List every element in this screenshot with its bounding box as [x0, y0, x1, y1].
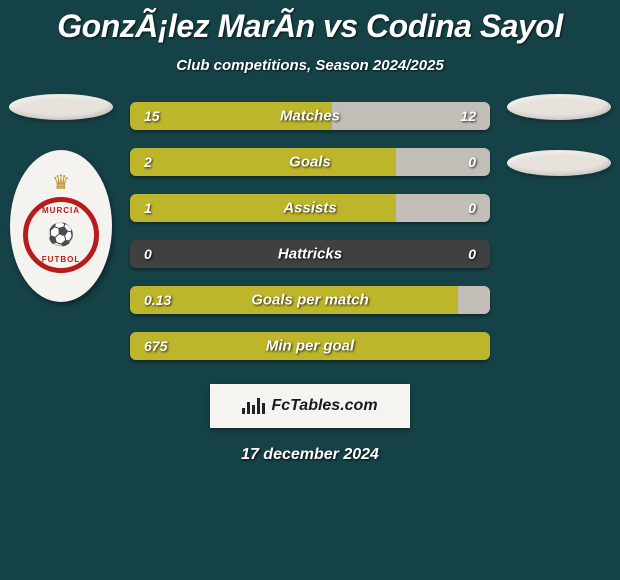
main-area: ♛ MURCIA ⚽ FUTBOL Matches1512 Goals20 Assi… — [0, 102, 620, 360]
stat-bars: Matches1512 Goals20 Assists10 Hattricks00 Go… — [130, 102, 490, 360]
stat-left-segment — [130, 240, 310, 268]
right-club-ellipse — [507, 150, 611, 176]
right-logo-column — [504, 94, 614, 176]
crown-icon: ♛ — [52, 173, 70, 193]
stat-left-segment — [130, 148, 396, 176]
badge-inner-ring: MURCIA ⚽ FUTBOL — [23, 197, 99, 273]
stat-row: Hattricks00 — [130, 240, 490, 268]
footer-date: 17 december 2024 — [241, 446, 379, 464]
stat-left-segment — [130, 194, 396, 222]
soccer-ball-icon: ⚽ — [47, 222, 74, 248]
right-country-ellipse — [507, 94, 611, 120]
badge-top-text: MURCIA — [42, 206, 80, 215]
stat-row: Assists10 — [130, 194, 490, 222]
stat-left-segment — [130, 332, 490, 360]
stat-left-segment — [130, 286, 458, 314]
stat-row: Goals20 — [130, 148, 490, 176]
stat-right-segment — [396, 148, 490, 176]
stat-right-segment — [458, 286, 490, 314]
left-club-badge: ♛ MURCIA ⚽ FUTBOL — [10, 150, 112, 302]
comparison-card: GonzÃ¡lez MarÃ­n vs Codina Sayol Club co… — [0, 0, 620, 580]
left-logo-column: ♛ MURCIA ⚽ FUTBOL — [6, 94, 116, 302]
left-country-ellipse — [9, 94, 113, 120]
stat-right-segment — [332, 102, 490, 130]
stat-left-segment — [130, 102, 332, 130]
stat-row: Goals per match0.13 — [130, 286, 490, 314]
page-title: GonzÃ¡lez MarÃ­n vs Codina Sayol — [57, 8, 562, 45]
stat-right-segment — [310, 240, 490, 268]
badge-bottom-text: FUTBOL — [42, 255, 80, 264]
page-subtitle: Club competitions, Season 2024/2025 — [176, 57, 444, 74]
source-label: FcTables.com — [271, 397, 377, 415]
bar-chart-icon — [242, 398, 265, 414]
stat-row: Min per goal675 — [130, 332, 490, 360]
stat-row: Matches1512 — [130, 102, 490, 130]
stat-right-segment — [396, 194, 490, 222]
source-badge: FcTables.com — [210, 384, 410, 428]
